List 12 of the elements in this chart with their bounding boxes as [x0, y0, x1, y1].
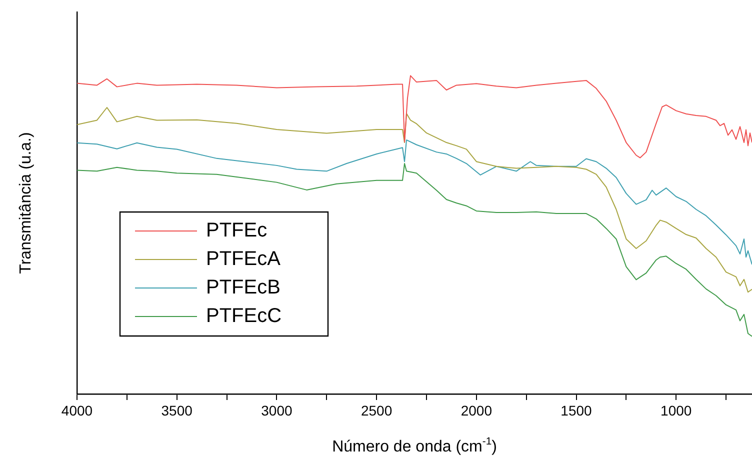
y-axis-title: Transmitância (u.a.) [17, 132, 34, 274]
x-tick-label: 1500 [560, 402, 592, 418]
x-tick-label: 2000 [460, 402, 492, 418]
x-tick-label: 2500 [360, 402, 392, 418]
legend-label: PTFEc [206, 220, 268, 242]
x-tick-label: 1000 [660, 402, 692, 418]
x-tick-label: 3000 [261, 402, 292, 418]
legend-label: PTFEcB [206, 276, 280, 299]
x-tick-label: 3500 [161, 402, 193, 418]
x-tick-label: 4000 [61, 402, 93, 418]
legend-label: PTFEcC [206, 305, 282, 328]
legend-label: PTFEcA [206, 248, 282, 270]
